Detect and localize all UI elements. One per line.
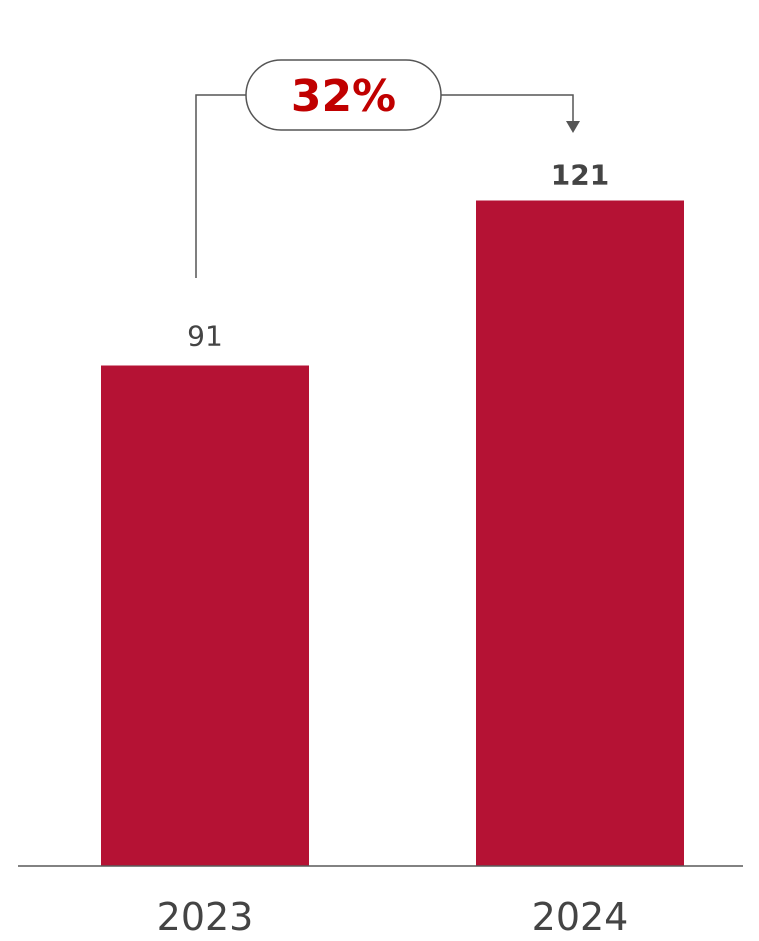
x-tick-label-2024: 2024 [532, 895, 629, 939]
data-label-2023: 91 [187, 320, 223, 353]
growth-connector-line [195, 94, 574, 278]
growth-annotation-pill [245, 59, 442, 131]
growth-arrowhead [566, 121, 580, 133]
x-tick-label-2023: 2023 [157, 895, 254, 939]
data-label-2024: 121 [551, 159, 609, 192]
bar-2024 [476, 200, 684, 866]
bar-2023 [101, 365, 309, 866]
bars-layer [101, 200, 684, 866]
growth-annotation-label: 32% [291, 71, 396, 122]
